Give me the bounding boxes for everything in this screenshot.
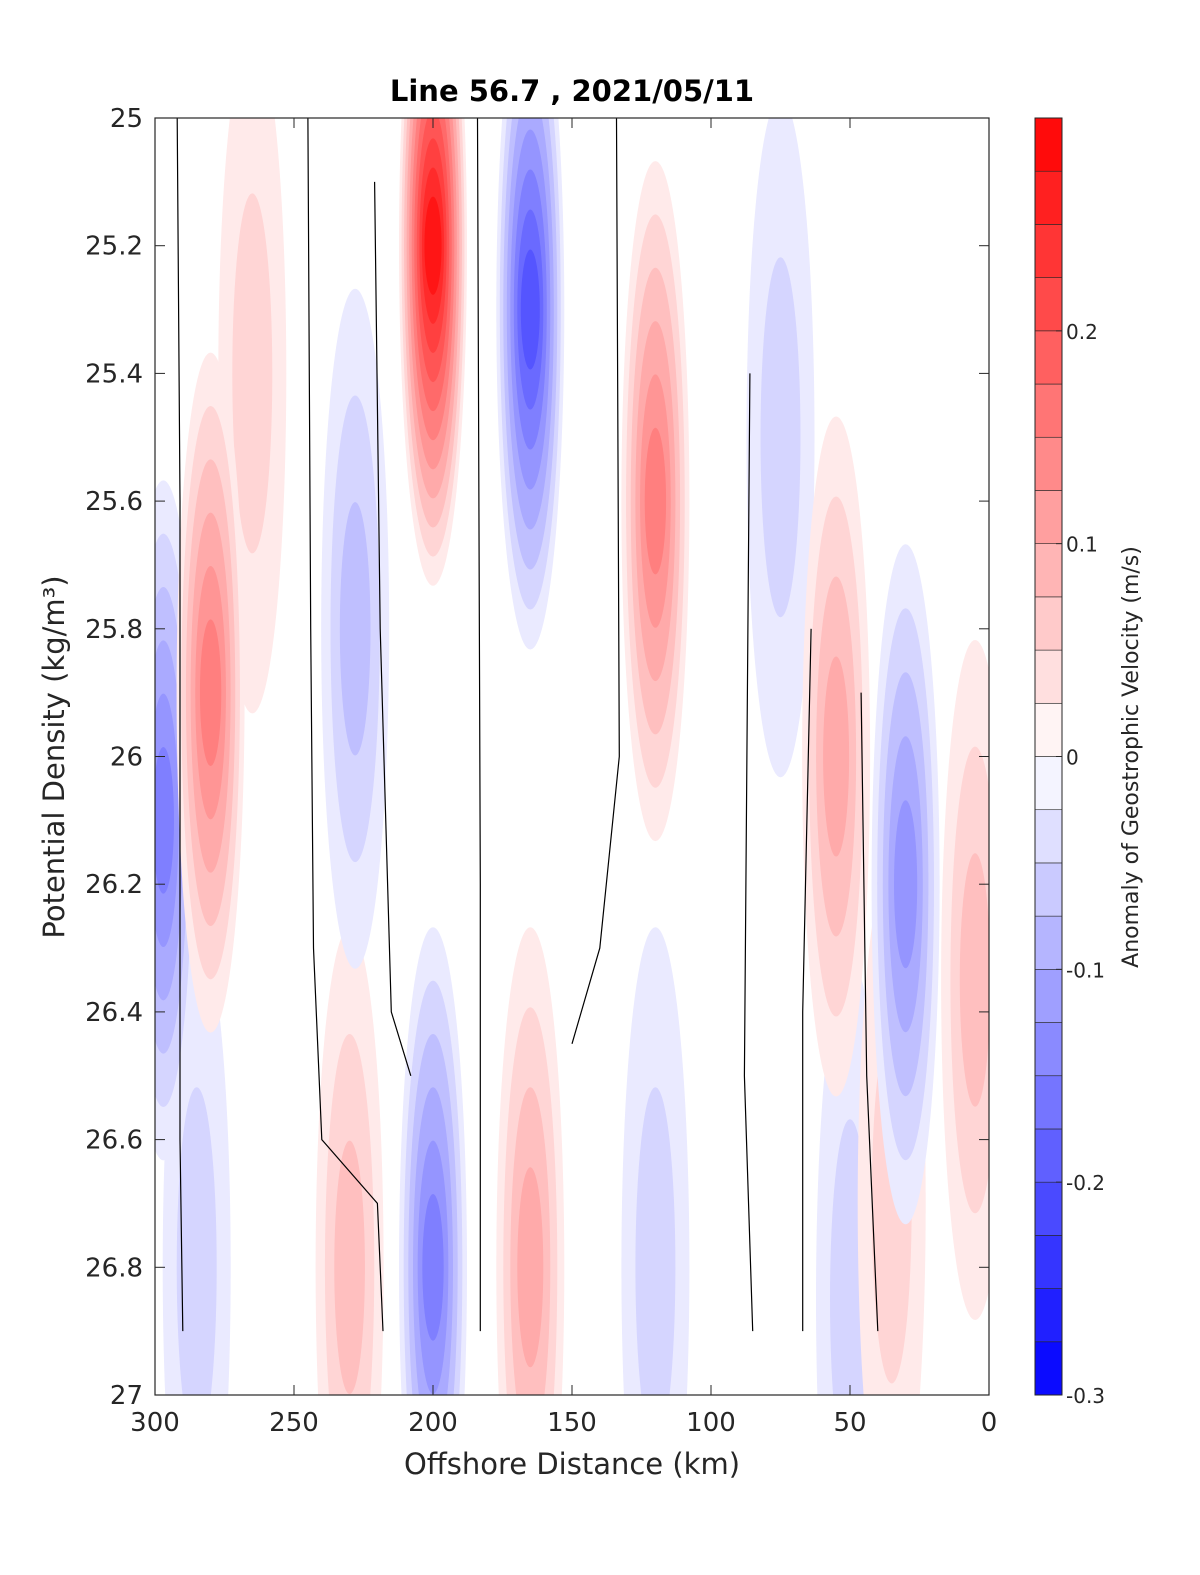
contour-level — [334, 1140, 365, 1394]
colorbar-band — [1034, 1181, 1063, 1236]
colorbar-band — [1034, 383, 1063, 438]
colorbar: -0.3 -0.2 -0.1 0 0.1 0.2 — [1034, 117, 1105, 1408]
zero-contour-line — [860, 692, 879, 1332]
y-tick-label: 25.6 — [85, 487, 143, 517]
colorbar-tick-label: 0.2 — [1066, 320, 1098, 344]
colorbar-band — [1034, 117, 1063, 172]
colorbar-band — [1034, 756, 1063, 811]
colorbar-title: Anomaly of Geostrophic Velocity (m/s) — [1119, 546, 1144, 968]
colorbar-band — [1034, 1128, 1063, 1183]
colorbar-band — [1034, 1341, 1063, 1396]
x-axis: 300 250 200 150 100 50 0 — [130, 118, 997, 1438]
zero-contour-line — [307, 118, 384, 1332]
zero-contours — [176, 118, 879, 1332]
contour-level — [424, 196, 442, 295]
contour-level — [644, 427, 667, 575]
y-axis-title: Potential Density (kg/m³) — [37, 575, 71, 938]
colorbar-band — [1034, 1288, 1063, 1343]
x-tick-label: 250 — [269, 1408, 319, 1438]
colorbar-band — [1034, 649, 1063, 704]
colorbar-band — [1034, 277, 1063, 332]
colorbar-band — [1034, 1075, 1063, 1130]
contour-level — [176, 1087, 217, 1395]
contour-level — [520, 249, 540, 370]
zero-contour-line — [571, 118, 620, 1044]
y-axis: 25 25.2 25.4 25.6 25.8 26 26.2 26.4 26.6 26.8 27 — [85, 104, 989, 1411]
zero-contour-line — [802, 628, 812, 1332]
colorbar-band — [1034, 596, 1063, 651]
colorbar-band — [1034, 702, 1063, 757]
field-feature — [155, 480, 198, 1161]
field-feature — [399, 927, 467, 1395]
zero-contour-line — [176, 118, 184, 1332]
y-tick-label: 26.6 — [85, 1126, 143, 1156]
zero-contour-line — [476, 118, 481, 1332]
field-feature — [802, 416, 871, 1097]
colorbar-band — [1034, 1235, 1063, 1289]
y-tick-label: 26.8 — [85, 1253, 143, 1283]
colorbar-tick-label: -0.1 — [1066, 958, 1105, 982]
colorbar-tick-label: -0.3 — [1066, 1384, 1105, 1408]
field-feature — [496, 927, 565, 1395]
x-tick-label: 300 — [130, 1408, 180, 1438]
contour-level — [517, 1167, 544, 1368]
contour-level — [155, 747, 175, 894]
x-tick-label: 200 — [408, 1408, 458, 1438]
contour-level — [422, 1193, 444, 1341]
contour-level — [760, 257, 801, 618]
y-tick-label: 26 — [110, 743, 143, 773]
y-tick-label: 27 — [110, 1381, 143, 1411]
chart-title: Line 56.7 , 2021/05/11 — [390, 74, 754, 108]
colorbar-tick-label: 0 — [1066, 746, 1079, 770]
x-tick-label: 50 — [833, 1408, 866, 1438]
contour-level — [635, 1087, 676, 1395]
field-feature — [941, 640, 989, 1320]
x-tick-label: 0 — [981, 1408, 998, 1438]
y-tick-label: 26.4 — [85, 998, 143, 1028]
x-tick-label: 150 — [547, 1408, 597, 1438]
colorbar-band — [1034, 224, 1063, 278]
field-feature — [871, 544, 940, 1225]
colorbar-band — [1034, 490, 1063, 544]
colorbar-band — [1034, 862, 1063, 917]
y-tick-label: 25 — [110, 104, 143, 134]
zero-contour-line — [374, 181, 412, 1076]
y-tick-label: 26.2 — [85, 870, 143, 900]
colorbar-tick-label: 0.1 — [1066, 533, 1098, 557]
contour-level — [894, 800, 918, 969]
field-feature — [496, 118, 565, 650]
y-tick-label: 25.8 — [85, 615, 143, 645]
colorbar-band — [1034, 543, 1063, 598]
colorbar-band — [1034, 1022, 1063, 1077]
field-feature — [321, 288, 390, 969]
velocity-field — [155, 118, 989, 1395]
zero-contour-line — [743, 373, 754, 1332]
colorbar-band — [1034, 969, 1063, 1023]
x-tick-label: 100 — [686, 1408, 736, 1438]
field-feature — [621, 161, 690, 842]
field-feature — [399, 118, 467, 586]
x-axis-title: Offshore Distance (km) — [404, 1447, 740, 1481]
contour-level — [232, 193, 273, 554]
y-tick-label: 25.4 — [85, 359, 143, 389]
contour-level — [339, 502, 371, 756]
contour-level — [959, 853, 989, 1107]
colorbar-tick-label: -0.2 — [1066, 1171, 1105, 1195]
field-feature — [315, 927, 384, 1395]
colorbar-band — [1034, 436, 1063, 491]
colorbar-band — [1034, 809, 1063, 864]
field-feature — [621, 927, 690, 1395]
plot-area — [154, 117, 990, 1396]
colorbar-band — [1034, 915, 1063, 970]
contour-level — [823, 656, 850, 857]
colorbar-band — [1034, 170, 1063, 225]
y-tick-label: 25.2 — [85, 232, 143, 262]
field-feature — [746, 118, 815, 778]
contour-level — [199, 619, 222, 766]
field-feature — [176, 352, 245, 1033]
colorbar-band — [1034, 330, 1063, 385]
